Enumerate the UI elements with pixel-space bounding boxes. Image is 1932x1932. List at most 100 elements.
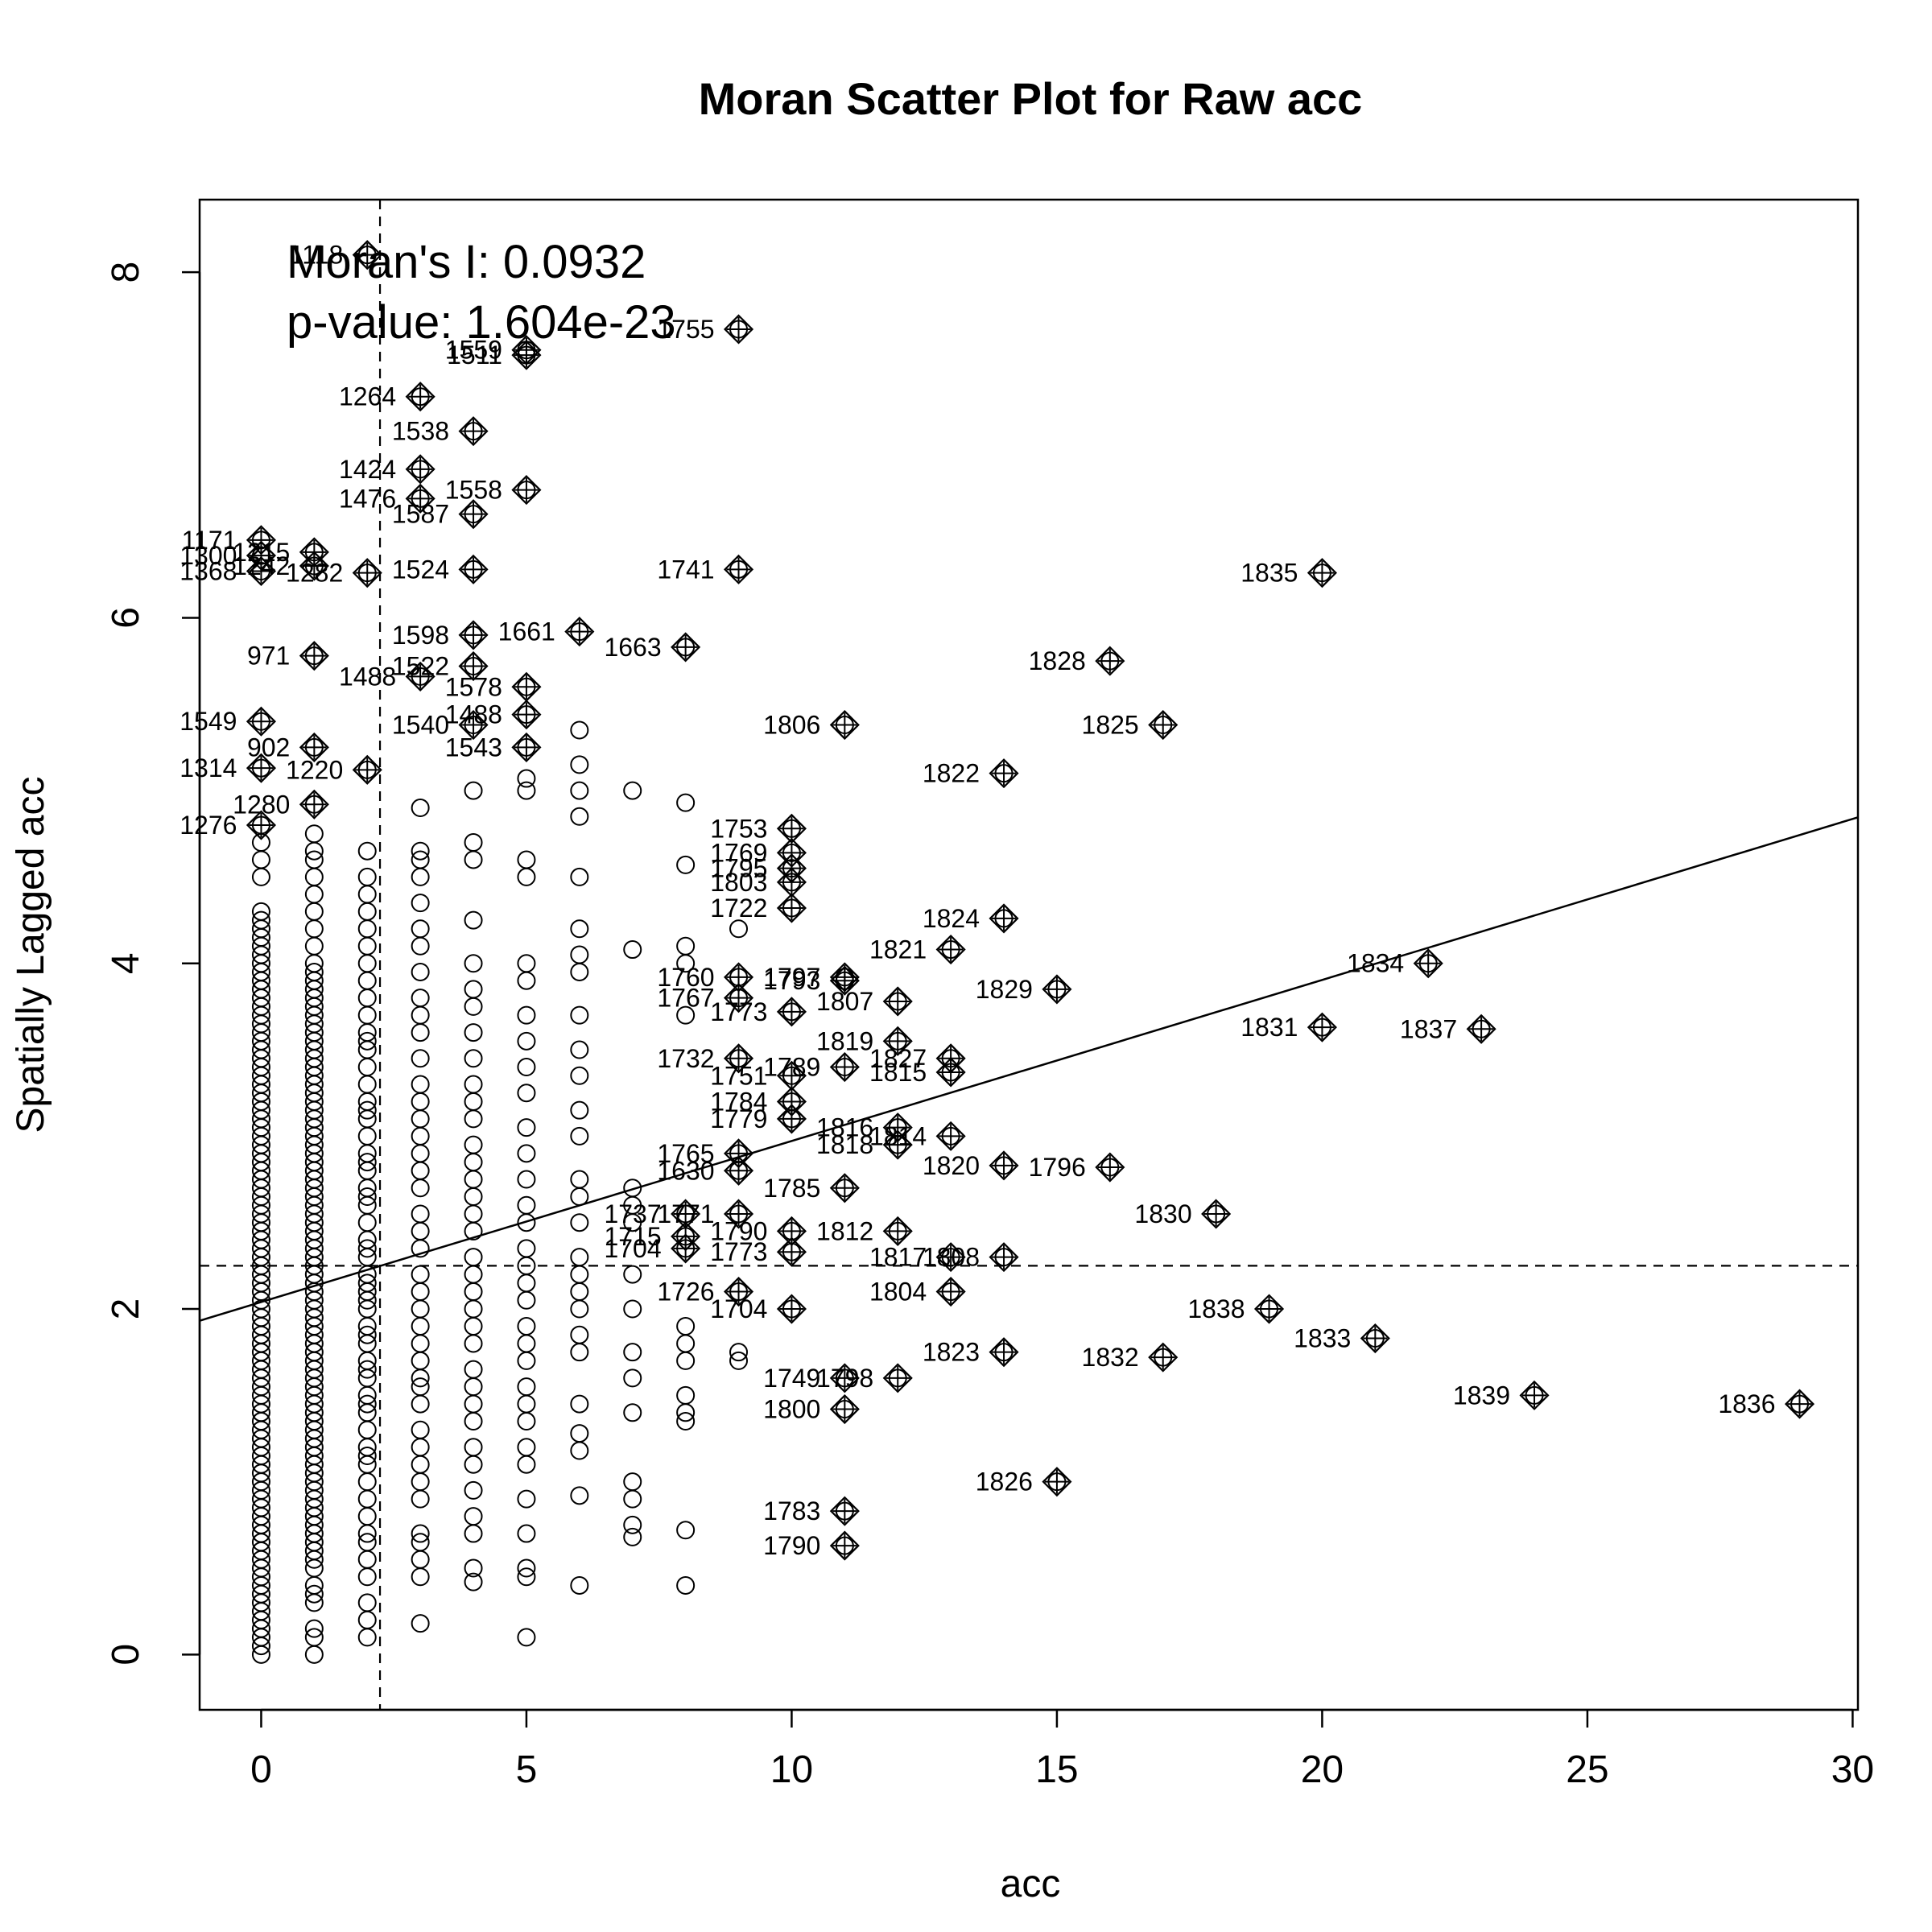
influential-marker: [299, 732, 329, 762]
data-point: [411, 1221, 430, 1241]
point-label: 1828: [1029, 646, 1086, 675]
influential-point: [723, 554, 754, 584]
data-point: [517, 850, 536, 869]
chart-title: Moran Scatter Plot for Raw acc: [699, 73, 1363, 124]
influential-marker: [829, 1051, 860, 1083]
data-point: [464, 954, 483, 973]
influential-point: [671, 1199, 701, 1229]
influential-point: [458, 650, 489, 682]
point-label: 1824: [923, 904, 980, 933]
influential-marker: [1042, 1467, 1072, 1497]
point-label: 1732: [657, 1044, 714, 1073]
data-point: [411, 1005, 430, 1025]
influential-point: [776, 1294, 807, 1324]
data-point: [411, 1351, 430, 1370]
influential-point: [1307, 558, 1337, 588]
data-point: [411, 1161, 430, 1180]
influential-point: [723, 1277, 754, 1307]
data-point: [304, 824, 324, 844]
influential-point: [1148, 709, 1179, 741]
data-point: [570, 1213, 589, 1232]
data-point: [676, 1385, 696, 1405]
y-tick-label: 8: [105, 262, 147, 283]
influential-point: [405, 454, 436, 485]
influential-marker: [882, 986, 913, 1017]
data-point: [464, 1507, 483, 1526]
influential-point: [458, 554, 489, 584]
data-point: [411, 1472, 430, 1492]
data-point: [411, 841, 430, 861]
data-point: [464, 1412, 483, 1431]
point-label: 1790: [763, 1531, 820, 1560]
data-point: [464, 1455, 483, 1474]
data-point: [464, 1438, 483, 1457]
point-label: 1522: [392, 652, 449, 681]
data-point: [411, 1109, 430, 1129]
data-point: [357, 1325, 377, 1344]
data-point: [411, 1420, 430, 1439]
influential-marker: [776, 1236, 807, 1267]
influential-point: [1466, 1013, 1496, 1044]
data-point: [357, 1126, 377, 1146]
influential-marker: [882, 1363, 913, 1393]
influential-point: [458, 620, 489, 650]
point-label: 1832: [1082, 1343, 1139, 1372]
data-point: [357, 1446, 377, 1465]
point-label: 1834: [1347, 949, 1404, 978]
influential-marker: [246, 810, 276, 840]
point-label: 971: [247, 642, 290, 671]
data-point: [411, 989, 430, 1008]
point-label: 1815: [869, 1058, 927, 1087]
morans-i-annotation: Moran's I: 0.0932: [287, 236, 646, 288]
data-point: [357, 1058, 377, 1077]
data-point: [357, 1593, 377, 1612]
data-point: [517, 954, 536, 973]
data-point: [357, 1239, 377, 1258]
influential-marker: [405, 382, 436, 412]
influential-point: [405, 483, 436, 514]
influential-point: [723, 983, 754, 1013]
data-point: [411, 1567, 430, 1587]
influential-point: [829, 1496, 860, 1526]
influential-marker: [511, 340, 542, 370]
influential-point: [776, 997, 807, 1027]
influential-point: [458, 709, 489, 741]
data-point: [251, 850, 270, 869]
point-label: 1549: [180, 707, 237, 736]
data-point: [570, 1248, 589, 1267]
data-point: [517, 1628, 536, 1647]
point-label: 1830: [1134, 1199, 1191, 1228]
point-label: 1836: [1718, 1389, 1775, 1418]
data-point: [464, 1316, 483, 1335]
influential-marker: [935, 1121, 966, 1151]
influential-marker: [299, 551, 329, 581]
y-tick-label: 0: [105, 1644, 147, 1666]
point-label: 1798: [816, 1364, 873, 1393]
influential-point: [246, 810, 276, 840]
influential-point: [935, 1277, 966, 1307]
point-label: 1812: [816, 1216, 873, 1245]
influential-marker: [1307, 558, 1337, 588]
data-point: [304, 962, 324, 981]
influential-marker: [1307, 1012, 1337, 1042]
influential-marker: [671, 1199, 701, 1229]
influential-point: [776, 893, 807, 923]
data-point: [357, 1507, 377, 1526]
influential-point: [1307, 1012, 1337, 1042]
influential-marker: [246, 555, 276, 587]
influential-point: [1148, 1342, 1179, 1373]
data-point: [357, 1550, 377, 1569]
influential-points: [246, 240, 1815, 1561]
point-label: 1767: [657, 984, 714, 1013]
data-point: [411, 1282, 430, 1302]
data-point: [357, 1274, 377, 1293]
data-point: [517, 1489, 536, 1509]
influential-marker: [723, 1199, 754, 1229]
point-label: 1558: [445, 476, 502, 505]
influential-point: [246, 555, 276, 587]
y-axis-label: Spatially Lagged acc: [10, 777, 52, 1133]
point-label: 1220: [286, 755, 343, 784]
data-point: [623, 1179, 642, 1198]
point-label: 1476: [339, 484, 396, 513]
y-axis: 0 2 4 6 8: [105, 262, 201, 1666]
